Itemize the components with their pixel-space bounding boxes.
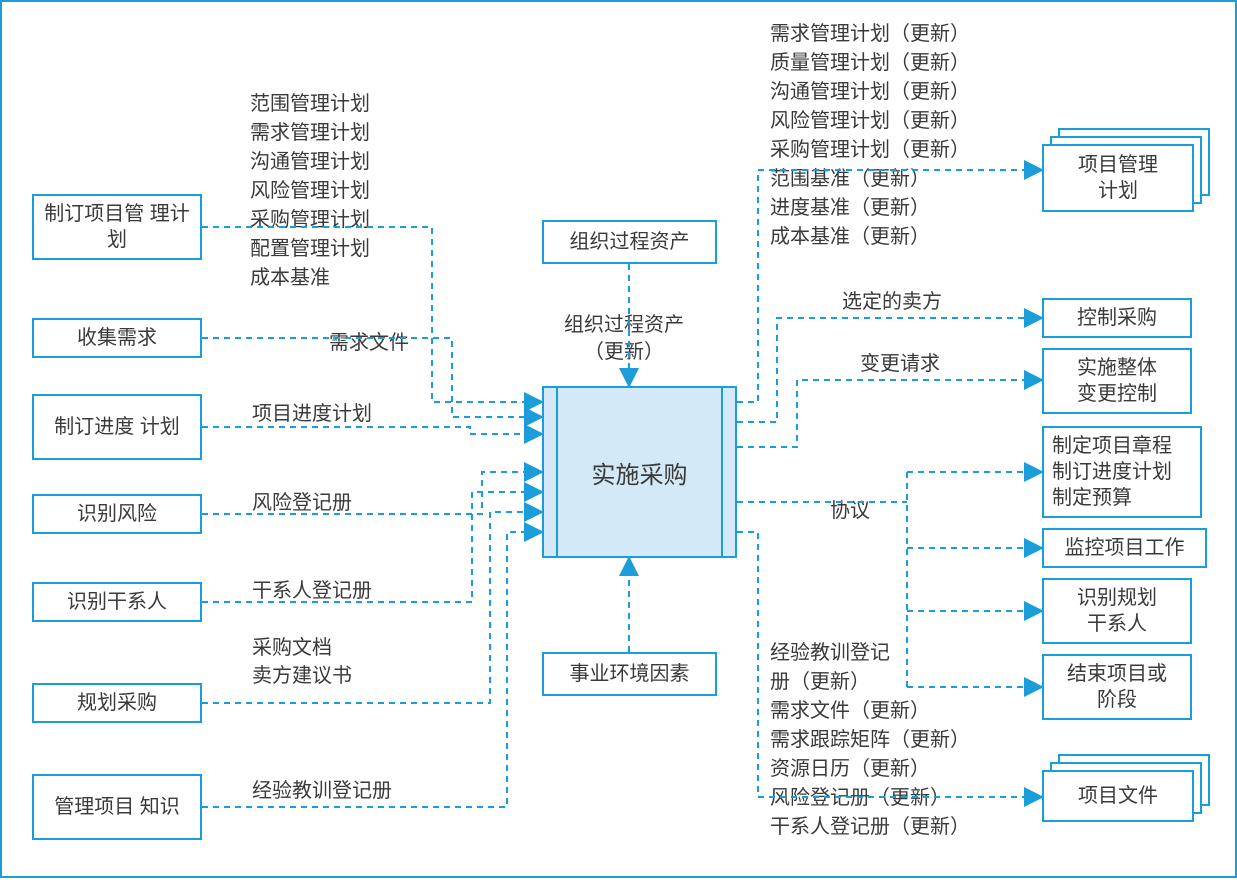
edge-label-risk-reg: 风险登记册 (250, 486, 354, 515)
edge-label-procurement-doc: 采购文档 卖方建议书 (250, 634, 354, 690)
left-box-7: 管理项目 知识 (32, 774, 202, 840)
left-box-3-label: 制订进度 计划 (54, 414, 180, 440)
right-box-3: 制定项目章程 制订进度计划 制定预算 (1042, 426, 1202, 518)
left-box-5-label: 识别干系人 (67, 589, 167, 615)
edge-label-lessons: 经验教训登记册 (250, 774, 394, 803)
right-box-4: 监控项目工作 (1042, 528, 1207, 568)
right-box-2: 实施整体 变更控制 (1042, 348, 1192, 414)
left-box-5: 识别干系人 (32, 582, 202, 622)
left-box-2: 收集需求 (32, 318, 202, 358)
left-plan-list: 范围管理计划 需求管理计划 沟通管理计划 风险管理计划 采购管理计划 配置管理计… (250, 90, 370, 293)
edge-label-stakeholder-reg: 干系人登记册 (250, 574, 374, 603)
right-box-5: 识别规划 干系人 (1042, 578, 1192, 644)
edge-label-schedule: 项目进度计划 (250, 397, 374, 426)
left-box-4: 识别风险 (32, 494, 202, 534)
bottom-input-label: 事业环境因素 (570, 661, 690, 687)
edge-label-agreement: 协议 (828, 494, 872, 523)
right-box-3-label: 制定项目章程 制订进度计划 制定预算 (1052, 433, 1172, 511)
left-box-1-label: 制订项目管 理计划 (42, 201, 192, 253)
stack-project-doc-label: 项目文件 (1078, 783, 1158, 809)
right-box-5-label: 识别规划 干系人 (1077, 585, 1157, 637)
left-box-6-label: 规划采购 (77, 690, 157, 716)
center-label: 实施采购 (592, 455, 688, 490)
edge-label-seller: 选定的卖方 (840, 285, 944, 314)
bottom-right-list: 经验教训登记 册（更新） 需求文件（更新） 需求跟踪矩阵（更新） 资源日历（更新… (770, 639, 970, 842)
left-box-1: 制订项目管 理计划 (32, 194, 202, 260)
left-box-3: 制订进度 计划 (32, 394, 202, 460)
edge-label-req-doc: 需求文件 (327, 326, 411, 355)
stack-project-plan-label: 项目管理 计划 (1078, 152, 1158, 204)
center-top-label: 组织过程资产 （更新） (562, 312, 686, 366)
stack-project-doc: 项目文件 (1042, 754, 1217, 824)
right-box-1-label: 控制采购 (1077, 305, 1157, 331)
diagram-canvas: 制订项目管 理计划 收集需求 制订进度 计划 识别风险 识别干系人 规划采购 管… (0, 0, 1237, 878)
top-input-box: 组织过程资产 (542, 220, 717, 264)
center-box: 实施采购 (542, 386, 737, 558)
bottom-input-box: 事业环境因素 (542, 652, 717, 696)
left-box-2-label: 收集需求 (77, 325, 157, 351)
right-box-1: 控制采购 (1042, 298, 1192, 338)
top-right-list: 需求管理计划（更新） 质量管理计划（更新） 沟通管理计划（更新） 风险管理计划（… (770, 20, 970, 252)
right-box-6-label: 结束项目或 阶段 (1067, 661, 1167, 713)
right-box-6: 结束项目或 阶段 (1042, 654, 1192, 720)
left-box-4-label: 识别风险 (77, 501, 157, 527)
right-box-4-label: 监控项目工作 (1065, 535, 1185, 561)
left-box-7-label: 管理项目 知识 (54, 794, 180, 820)
top-input-label: 组织过程资产 (570, 229, 690, 255)
stack-project-plan: 项目管理 计划 (1042, 128, 1217, 212)
edge-label-change-req: 变更请求 (858, 347, 942, 376)
right-box-2-label: 实施整体 变更控制 (1077, 355, 1157, 407)
left-box-6: 规划采购 (32, 683, 202, 723)
